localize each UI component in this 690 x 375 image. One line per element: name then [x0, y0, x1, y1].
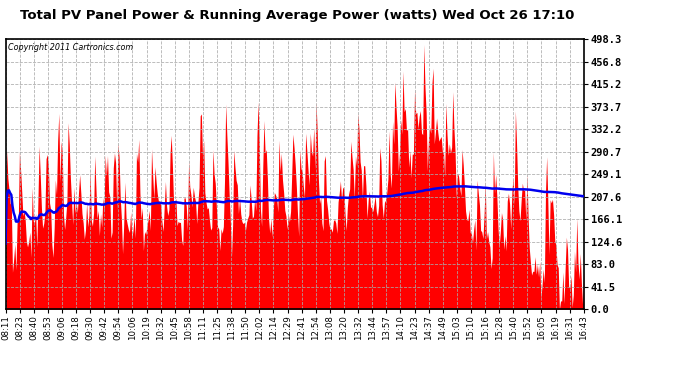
Text: Total PV Panel Power & Running Average Power (watts) Wed Oct 26 17:10: Total PV Panel Power & Running Average P…	[19, 9, 574, 22]
Text: Copyright 2011 Cartronics.com: Copyright 2011 Cartronics.com	[8, 44, 134, 52]
